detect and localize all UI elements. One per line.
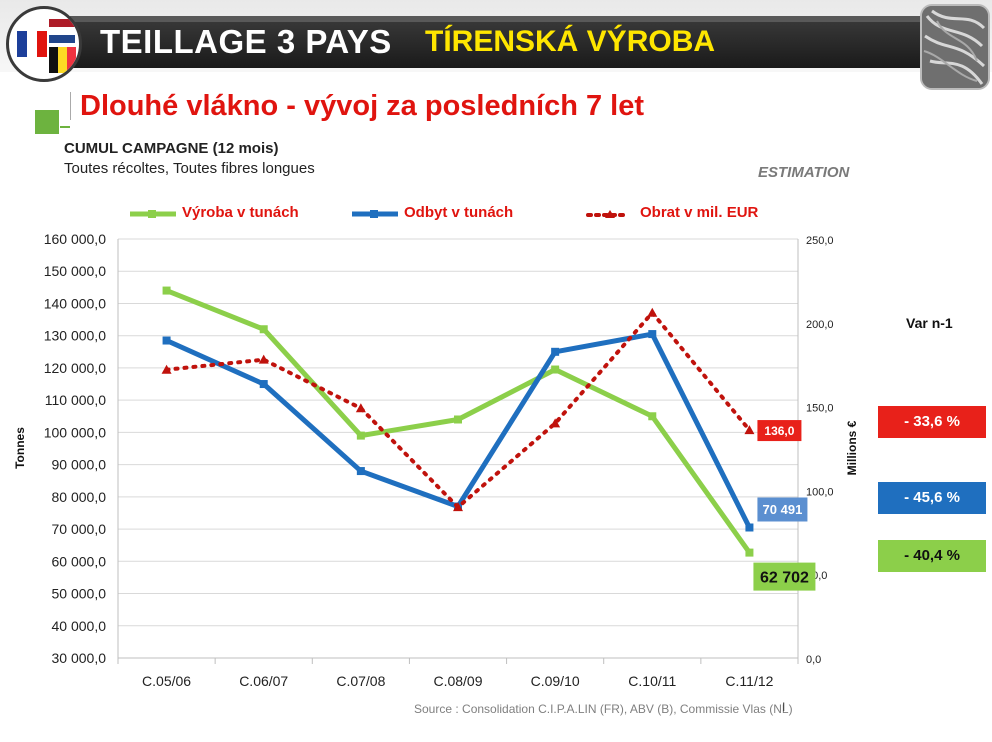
series-2-point <box>161 364 172 374</box>
legend-vyroba-label: Výroba v tunách <box>182 204 299 221</box>
axes: 30 000,0 40 000,0 50 000,0 60 000,0 70 000,0… <box>13 231 859 689</box>
data-label: 136,0 <box>764 424 794 438</box>
y-tick-label: 40 000,0 <box>52 618 107 634</box>
title-divider <box>70 92 71 120</box>
bullet-square-icon <box>35 110 59 134</box>
y-tick-label: 60 000,0 <box>52 553 107 569</box>
series-0-point <box>454 415 462 424</box>
x-tick-label: C.08/09 <box>433 673 482 689</box>
flax-fibre-photo-icon <box>920 4 990 90</box>
series-2-line <box>164 310 752 510</box>
data-label: 70 491 <box>763 502 803 517</box>
variation-odbyt-badge: - 45,6 % <box>878 482 986 514</box>
y2-tick-label: 250,0 <box>806 235 834 247</box>
series-1-point <box>648 330 657 339</box>
x-tick-label: C.10/11 <box>628 673 676 689</box>
y-tick-label: 70 000,0 <box>52 521 107 537</box>
series-1-point <box>162 336 171 345</box>
y-tick-label: 140 000,0 <box>44 295 106 311</box>
series-1-point <box>745 523 754 532</box>
data-label-box <box>757 497 808 522</box>
header-bar <box>70 16 920 68</box>
series-1-point <box>356 467 365 476</box>
series-2-point <box>453 502 463 512</box>
y-tick-label: 100 000,0 <box>44 424 106 440</box>
text-cursor-icon: I <box>782 700 786 714</box>
slide-title: Dlouhé vlákno - vývoj za posledních 7 le… <box>80 90 645 122</box>
y-tick-label: 110 000,0 <box>45 392 106 408</box>
y-tick-label: 50 000,0 <box>52 586 107 602</box>
y-tick-label: 80 000,0 <box>52 489 107 505</box>
data-label: 62 702 <box>760 569 809 586</box>
header-bar-highlight <box>70 16 920 22</box>
variation-obrat-badge: - 33,6 % <box>878 406 986 438</box>
series-2-point <box>647 307 658 317</box>
x-tick-label: C.09/10 <box>531 673 580 689</box>
y-axis-title: Tonnes <box>13 427 27 469</box>
y-tick-label: 130 000,0 <box>44 328 106 344</box>
legend-obrat-label: Obrat v mil. EUR <box>640 204 759 221</box>
legend-obrat-swatch <box>586 210 628 218</box>
y2-tick-label: 200,0 <box>806 319 834 331</box>
series-0-point <box>551 365 560 374</box>
series-0-point <box>259 325 268 334</box>
bullet-dash <box>60 126 70 128</box>
y-tick-label: 90 000,0 <box>52 457 107 473</box>
section-title: TÍRENSKÁ VÝROBA <box>425 25 716 58</box>
y-tick-label: 160 000,0 <box>44 231 106 247</box>
series-0-point <box>648 412 657 421</box>
estimation-label: ESTIMATION <box>758 164 850 181</box>
series-2-point <box>744 425 755 435</box>
series-1-point <box>551 347 560 356</box>
series-0-point <box>745 548 754 557</box>
y-tick-label: 30 000,0 <box>52 650 107 666</box>
y2-tick-label: 150,0 <box>806 403 834 415</box>
y-tick-label: 150 000,0 <box>44 263 106 279</box>
series-lines <box>161 286 755 557</box>
series-0-point <box>356 431 365 440</box>
gridlines <box>118 238 798 659</box>
x-tick-label: C.11/12 <box>725 673 773 689</box>
variation-title: Var n-1 <box>906 315 953 331</box>
x-tick-label: C.05/06 <box>142 673 191 689</box>
x-tick-label: C.06/07 <box>239 673 288 689</box>
legend-odbyt-label: Odbyt v tunách <box>404 204 514 221</box>
chart-subtitle: Toutes récoltes, Toutes fibres longues <box>64 160 315 177</box>
chart-title: CUMUL CAMPAGNE (12 mois) <box>64 140 279 157</box>
series-1-point <box>259 380 268 389</box>
variation-vyroba-badge: - 40,4 % <box>878 540 986 572</box>
legend-vyroba-swatch <box>130 210 176 218</box>
source-note: Source : Consolidation C.I.P.A.LIN (FR),… <box>414 702 793 716</box>
data-label-box <box>757 420 802 442</box>
x-tick-label: C.07/08 <box>336 673 385 689</box>
y-tick-label: 120 000,0 <box>44 360 106 376</box>
data-label-box <box>753 562 816 591</box>
series-2-point <box>550 418 561 428</box>
legend-odbyt-swatch <box>352 210 398 218</box>
fr-nl-be-flags-icon <box>6 6 82 82</box>
series-0-point <box>162 286 171 295</box>
y2-tick-label: 100,0 <box>806 486 834 498</box>
brand-title: TEILLAGE 3 PAYS <box>100 23 392 60</box>
series-2-point <box>258 354 269 364</box>
y2-axis-title: Millions € <box>845 420 859 475</box>
y2-tick-label: 0,0 <box>806 654 821 666</box>
data-labels: 136,0 70 491 62 702 <box>753 420 816 591</box>
series-2-point <box>355 403 366 413</box>
